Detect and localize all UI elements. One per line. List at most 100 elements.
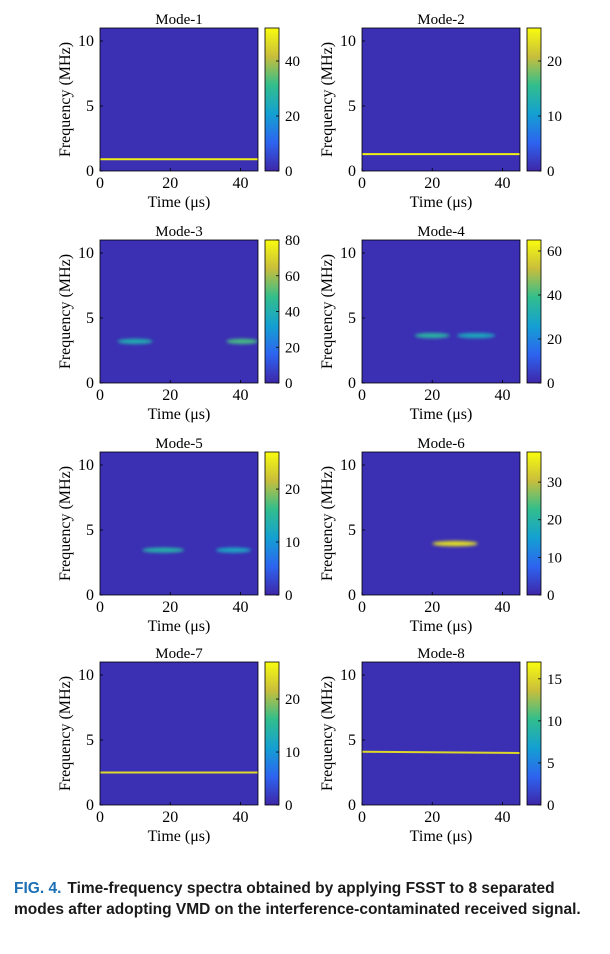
y-tick-label: 10 (78, 245, 94, 262)
x-axis-label: Time (μs) (410, 618, 473, 635)
colorbar-tick-label: 0 (285, 798, 293, 814)
colorbar (526, 27, 542, 172)
x-tick-label: 40 (232, 387, 248, 404)
y-tick-label: 10 (340, 667, 356, 684)
colorbar-tick-label: 0 (285, 164, 293, 180)
y-tick-label: 5 (348, 310, 356, 327)
y-tick-label: 5 (348, 98, 356, 115)
x-tick-label: 20 (162, 387, 178, 404)
colorbar-tick-label: 10 (547, 714, 562, 730)
x-axis-label: Time (μs) (148, 618, 211, 635)
x-tick-label: 40 (494, 175, 510, 192)
colorbar (264, 27, 280, 172)
subplot-mode-1: 0 20 40 0 5 10 Mode-1 Time (μs) Frequency (MHz) 0… (57, 12, 300, 211)
y-tick-label: 0 (348, 587, 356, 604)
y-axis-label: Frequency (MHz) (319, 254, 336, 369)
y-tick-label: 0 (348, 375, 356, 392)
ridge-blob-2 (226, 338, 258, 344)
ridge-blob-1 (414, 332, 450, 339)
subplot-title: Mode-4 (417, 224, 465, 240)
figure-label: FIG. 4. (14, 880, 62, 897)
x-tick-label: 20 (424, 387, 440, 404)
y-tick-label: 5 (86, 98, 94, 115)
ridge-blob-1 (142, 547, 185, 553)
y-tick-label: 0 (348, 797, 356, 814)
x-tick-label: 0 (96, 175, 104, 192)
plot-background (100, 240, 258, 383)
axes-frame (99, 27, 259, 172)
x-tick-label: 40 (232, 809, 248, 826)
colorbar-tick-label: 10 (547, 109, 562, 125)
axes-frame (361, 451, 521, 596)
colorbar-tick-label: 0 (547, 164, 555, 180)
y-tick-label: 5 (86, 522, 94, 539)
colorbar-tick-label: 20 (285, 109, 300, 125)
colorbar-tick-label: 20 (285, 482, 300, 498)
colorbar-tick-label: 20 (547, 332, 562, 348)
y-tick-label: 0 (86, 375, 94, 392)
subplot-title: Mode-2 (417, 12, 465, 28)
x-axis-label: Time (μs) (148, 406, 211, 423)
x-tick-label: 0 (96, 809, 104, 826)
x-tick-label: 40 (494, 599, 510, 616)
x-axis-label: Time (μs) (148, 194, 211, 211)
colorbar-tick-label: 20 (547, 54, 562, 70)
plot-background (362, 28, 520, 171)
plot-background (362, 452, 520, 595)
x-tick-label: 40 (232, 175, 248, 192)
axes-frame (361, 27, 521, 172)
x-tick-label: 20 (162, 599, 178, 616)
ridge-line-1 (361, 750, 521, 754)
ridge-blob-1 (117, 338, 153, 344)
y-axis-label: Frequency (MHz) (57, 676, 74, 791)
colorbar-tick-label: 40 (285, 305, 300, 321)
x-tick-label: 0 (358, 599, 366, 616)
y-tick-label: 5 (86, 310, 94, 327)
colorbar-tick-label: 40 (285, 54, 300, 70)
x-tick-label: 20 (162, 175, 178, 192)
axes-frame (99, 239, 259, 384)
y-axis-label: Frequency (MHz) (319, 466, 336, 581)
axes-frame (361, 661, 521, 806)
figure-caption: FIG. 4. Time-frequency spectra obtained b… (14, 878, 604, 920)
subplot-mode-7: 0 20 40 0 5 10 Mode-7 Time (μs) Frequency (MHz) 0… (57, 646, 300, 845)
x-axis-label: Time (μs) (148, 828, 211, 845)
x-tick-label: 0 (358, 387, 366, 404)
caption-text: Time-frequency spectra obtained by apply… (14, 880, 581, 918)
colorbar-tick-label: 10 (285, 535, 300, 551)
plot-background (100, 662, 258, 805)
colorbar-tick-label: 0 (547, 376, 555, 392)
x-axis-label: Time (μs) (410, 194, 473, 211)
axes-frame (361, 239, 521, 384)
y-axis-label: Frequency (MHz) (57, 254, 74, 369)
y-tick-label: 10 (340, 457, 356, 474)
axes-frame (99, 451, 259, 596)
x-axis-label: Time (μs) (410, 406, 473, 423)
y-tick-label: 0 (86, 587, 94, 604)
colorbar-tick-label: 20 (547, 513, 562, 529)
ridge-blob-2 (215, 547, 251, 553)
colorbar-tick-label: 40 (547, 288, 562, 304)
subplot-title: Mode-6 (417, 436, 465, 452)
colorbar-tick-label: 10 (285, 745, 300, 761)
x-tick-label: 40 (232, 599, 248, 616)
subplot-title: Mode-3 (155, 224, 203, 240)
subplot-title: Mode-1 (155, 12, 203, 28)
plot-background (362, 240, 520, 383)
x-tick-label: 20 (424, 809, 440, 826)
plot-background (100, 452, 258, 595)
y-axis-label: Frequency (MHz) (319, 676, 336, 791)
x-tick-label: 20 (162, 809, 178, 826)
x-tick-label: 0 (96, 387, 104, 404)
ridge-blob-2 (456, 332, 496, 339)
y-tick-label: 0 (86, 797, 94, 814)
y-tick-label: 10 (340, 245, 356, 262)
subplot-mode-3: 0 20 40 0 5 10 Mode-3 Time (μs) Frequency (MHz) 0… (57, 224, 300, 423)
y-tick-label: 5 (348, 732, 356, 749)
y-tick-label: 0 (86, 163, 94, 180)
subplot-mode-4: 0 20 40 0 5 10 Mode-4 Time (μs) Frequency (MHz) 0… (319, 224, 562, 423)
plot-background (100, 28, 258, 171)
y-tick-label: 10 (340, 33, 356, 50)
colorbar-tick-label: 0 (285, 588, 293, 604)
